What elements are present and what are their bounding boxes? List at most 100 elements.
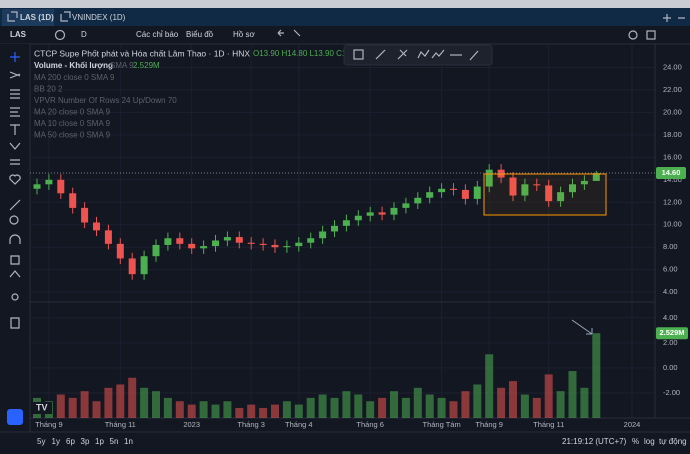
indicator-label: VPVR Number Of Rows 24 Up/Down 70 (34, 96, 177, 105)
volume-bar (128, 377, 137, 418)
candle-body (473, 186, 481, 199)
bottom-bar (0, 432, 690, 454)
drawing-tools[interactable] (9, 52, 21, 329)
candle-body (247, 242, 255, 244)
legend-volume-value: 2.529M (133, 61, 160, 70)
range-button[interactable]: 1y (52, 437, 60, 446)
volume-bar (592, 333, 601, 418)
candle-body (545, 185, 553, 202)
candle-body (521, 184, 529, 196)
volume-bar (152, 391, 160, 418)
volume-bar (282, 401, 291, 418)
volume-bar (366, 401, 375, 418)
range-button[interactable]: 5y (37, 437, 45, 446)
range-button[interactable]: 5n (110, 437, 119, 446)
tab[interactable]: VNINDEX (1D) (72, 13, 126, 22)
volume-bar (259, 407, 268, 418)
percent-toggle[interactable]: % (632, 437, 639, 446)
chart-type-button[interactable]: Biểu đồ (186, 30, 214, 39)
range-button[interactable]: 1p (95, 437, 104, 446)
settings[interactable] (628, 30, 638, 40)
candle-body (438, 188, 446, 193)
y2-tick-label: 2.00 (663, 338, 678, 347)
volume-bar (199, 401, 208, 418)
log-toggle[interactable]: log (644, 437, 655, 446)
candle-body (307, 238, 315, 243)
profile-button[interactable]: Hồ sơ (233, 30, 255, 39)
tab-actions[interactable] (663, 14, 685, 22)
volume-bar (556, 391, 565, 418)
volume-bar (473, 384, 482, 418)
watchlist-star[interactable] (7, 409, 23, 425)
add-symbol[interactable] (54, 29, 66, 41)
legend-ohlc: O13.90 H14.80 L13.90 C14.6 (253, 49, 358, 58)
y-tick-label: 12.00 (663, 197, 682, 206)
volume-bar (485, 354, 494, 418)
auto-toggle[interactable]: tự động (659, 437, 687, 446)
tab-active[interactable] (2, 9, 54, 26)
candle-body (485, 169, 493, 187)
undo-redo[interactable] (277, 29, 301, 37)
candle-body (319, 231, 327, 239)
tab[interactable]: LAS (1D) (20, 13, 54, 22)
volume-bar (580, 387, 589, 418)
candle-body (366, 212, 374, 216)
volume-bar (532, 397, 541, 418)
candle-body (390, 207, 398, 215)
candle-body (509, 177, 517, 196)
arrow-drawing[interactable] (571, 319, 593, 335)
volume-bar (306, 397, 315, 418)
floating-toolbar (343, 44, 493, 66)
fullscreen[interactable] (646, 30, 656, 40)
volume-bar (330, 397, 339, 418)
volume-bar (461, 391, 470, 418)
x-tick-label: Tháng 3 (237, 420, 265, 429)
candle-body (580, 180, 588, 185)
range-button[interactable]: 1n (124, 437, 133, 446)
legend-volume: Volume - Khối lượng (34, 61, 113, 70)
volume-bar (140, 387, 149, 418)
range-button[interactable]: 6p (66, 437, 75, 446)
tab-bar (0, 8, 690, 26)
floating-tools[interactable] (353, 49, 479, 61)
axes: 4.00 6.00 8.00 10.00 12.00 14.00 16.00 18.00 20.… (35, 62, 688, 429)
volume-bar (294, 404, 303, 418)
x-tick-label: 2024 (624, 420, 641, 429)
y-tick-label: 16.00 (663, 152, 682, 161)
candle-body (259, 243, 267, 245)
candle-body (93, 222, 100, 231)
symbol[interactable]: LAS (10, 30, 27, 39)
grid (30, 45, 655, 418)
volume-bar (116, 384, 125, 418)
range-button[interactable]: 3p (81, 437, 90, 446)
candle-body (378, 212, 386, 215)
x-tick-label: Tháng 11 (105, 420, 136, 429)
candle-body (164, 238, 172, 245)
clock: 21:19:12 (UTC+7) (562, 437, 627, 446)
candle-body (295, 242, 303, 247)
logo-mark: TV (36, 402, 48, 412)
x-tick-label: Tháng Tám (422, 420, 460, 429)
indicator-legend: MA 200 close 0 SMA 9 BB 20 2 VPVR Number O… (34, 73, 177, 140)
candle-body (557, 192, 565, 202)
x-tick-label: 2023 (183, 420, 200, 429)
candle-body (116, 243, 124, 259)
y-tick-label: 8.00 (663, 242, 678, 251)
candle-body (33, 184, 41, 189)
volume-bar (211, 404, 220, 418)
candle-body (533, 184, 541, 186)
x-tick-label: Tháng 9 (35, 420, 63, 429)
indicators-button[interactable]: Các chỉ báo (136, 30, 179, 39)
y-tick-label: 22.00 (663, 85, 682, 94)
volume-bar (80, 391, 89, 418)
volume-bar (56, 394, 65, 418)
y-tick-label: 24.00 (663, 62, 682, 71)
volume-bar (544, 374, 553, 418)
rectangle-drawing[interactable] (483, 173, 607, 216)
interval[interactable]: D (81, 30, 87, 39)
volume-bar (175, 401, 184, 418)
candle-body (235, 237, 243, 243)
candle-body (57, 179, 65, 194)
